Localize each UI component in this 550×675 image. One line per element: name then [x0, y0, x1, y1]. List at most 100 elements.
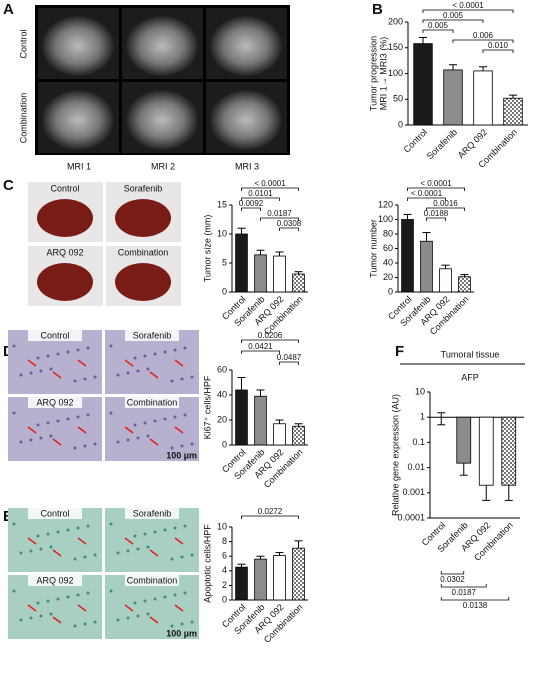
arrow	[149, 549, 159, 557]
arrow	[124, 426, 134, 434]
arrow	[52, 549, 62, 557]
mri-body	[210, 16, 282, 76]
y-tick-label: 2	[222, 580, 227, 590]
cell	[163, 350, 167, 354]
cell	[29, 438, 33, 442]
cell	[146, 545, 150, 549]
mri-body	[42, 90, 114, 150]
p-value: 0.0138	[463, 601, 488, 610]
cell	[73, 557, 77, 561]
bar	[501, 416, 517, 486]
significance-bracket	[426, 217, 446, 221]
arrow	[149, 438, 159, 446]
p-value: 0.0272	[258, 507, 283, 516]
arrow	[52, 371, 62, 379]
significance-bracket	[241, 350, 280, 354]
cell	[29, 616, 33, 620]
cell	[116, 440, 120, 444]
y-tick-label: 20	[217, 414, 227, 424]
label-bg	[28, 575, 82, 586]
cell	[153, 597, 157, 601]
cell	[146, 367, 150, 371]
micrograph-label: Control	[40, 508, 69, 518]
cell	[12, 522, 16, 526]
cell	[116, 618, 120, 622]
cell	[12, 411, 16, 415]
cell	[170, 379, 174, 383]
cell	[173, 415, 177, 419]
p-value: 0.0188	[424, 209, 449, 218]
cell	[66, 417, 70, 421]
label-bg	[28, 508, 82, 519]
y-tick-label: 8	[222, 536, 227, 546]
cell	[153, 530, 157, 534]
y-tick-label: 0	[222, 594, 227, 604]
cell	[180, 444, 184, 448]
micrograph-label: Sorafenib	[133, 508, 172, 518]
y-tick-label: 120	[378, 199, 393, 209]
cell	[36, 423, 40, 427]
y-axis-label: Tumor progression	[368, 36, 378, 111]
cell	[86, 524, 90, 528]
photo-label: ARQ 092	[46, 247, 83, 257]
cell	[73, 379, 77, 383]
x-tick-label: Sorafenib	[425, 127, 459, 161]
cell	[143, 532, 147, 536]
cell	[170, 446, 174, 450]
cell	[76, 348, 80, 352]
p-value: 0.0092	[239, 199, 264, 208]
cell	[146, 612, 150, 616]
mri-body	[42, 16, 114, 76]
cell	[163, 417, 167, 421]
cell	[116, 373, 120, 377]
cell	[86, 591, 90, 595]
cell	[73, 446, 77, 450]
y-tick-label: 60	[217, 364, 227, 374]
cell	[173, 348, 177, 352]
cell	[39, 547, 43, 551]
bar	[401, 219, 414, 293]
y-tick-label: 10	[217, 228, 227, 238]
cell	[36, 356, 40, 360]
cell	[153, 419, 157, 423]
cell	[153, 352, 157, 356]
p-value: 0.005	[443, 11, 464, 20]
cell	[183, 524, 187, 528]
cell	[93, 442, 97, 446]
cell	[83, 555, 87, 559]
cell	[136, 436, 140, 440]
y-tick-label: 15	[217, 199, 227, 209]
y-tick-label: 5	[222, 257, 227, 267]
significance-bracket	[482, 49, 514, 53]
cell	[12, 344, 16, 348]
cell	[143, 354, 147, 358]
cell	[109, 589, 113, 593]
p-value: 0.005	[428, 21, 449, 30]
cell	[126, 616, 130, 620]
cell	[180, 622, 184, 626]
bar	[292, 547, 305, 601]
significance-bracket	[241, 339, 299, 343]
bar	[292, 273, 305, 293]
cell	[49, 545, 53, 549]
cell	[126, 549, 130, 553]
y-tick-label: 0	[222, 286, 227, 296]
cell	[56, 419, 60, 423]
column-label: MRI 1	[67, 161, 91, 171]
arrow	[124, 604, 134, 612]
cell	[109, 522, 113, 526]
arrow	[27, 359, 37, 367]
bar	[235, 566, 248, 601]
cell	[126, 371, 130, 375]
cell	[39, 436, 43, 440]
cell	[180, 555, 184, 559]
column-label: MRI 3	[235, 161, 259, 171]
y-tick-label: 0.0001	[397, 512, 425, 522]
cell	[133, 356, 137, 360]
arrow	[27, 537, 37, 545]
cell	[19, 373, 23, 377]
cell	[93, 620, 97, 624]
significance-bracket	[407, 197, 446, 201]
cell	[56, 597, 60, 601]
liver	[115, 263, 171, 301]
